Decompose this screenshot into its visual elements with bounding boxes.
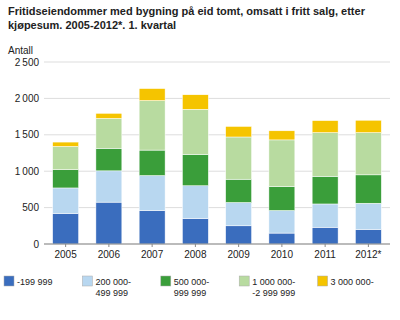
bar-segment <box>312 204 338 227</box>
y-tick-label: 1 000 <box>15 166 40 177</box>
bar-segment <box>182 95 208 110</box>
bar-segment <box>355 203 381 229</box>
bar-segment <box>312 227 338 244</box>
bar-segment <box>182 219 208 244</box>
bar-segment <box>226 126 252 137</box>
y-tick-label: 500 <box>22 202 39 213</box>
x-tick <box>108 244 109 247</box>
legend-label: 500 000-999 999 <box>174 277 210 298</box>
bar-segment <box>355 120 381 132</box>
bar-segment <box>312 176 338 204</box>
bar-segment <box>53 188 79 213</box>
bar-segment <box>226 203 252 226</box>
x-tick <box>368 244 369 247</box>
x-axis: 2005 2006 2007 2008 2009 2010 2011 2012* <box>44 244 390 260</box>
legend-label: 200 000-499 999 <box>95 277 131 298</box>
bar-segment <box>182 109 208 154</box>
y-axis-label: Antall <box>8 45 33 56</box>
x-tick-label: 2008 <box>184 249 207 260</box>
bars <box>53 89 382 244</box>
x-tick <box>281 244 282 247</box>
x-tick <box>325 244 326 247</box>
legend-label-line: 999 999 <box>174 288 207 298</box>
legend-label: -199 999 <box>17 277 53 287</box>
x-tick-label: 2010 <box>271 249 294 260</box>
x-tick-label: 2012* <box>355 249 381 260</box>
bar-segment <box>139 176 165 211</box>
bar-segment <box>139 150 165 175</box>
bar-segment <box>226 226 252 244</box>
bar-segment <box>182 186 208 219</box>
bar-segment <box>226 179 252 202</box>
title-line: Fritidseiendommer med bygning på eid tom… <box>8 5 366 17</box>
x-tick <box>238 244 239 247</box>
legend-label-line: 200 000- <box>95 277 131 287</box>
bar-segment <box>226 137 252 179</box>
legend-swatch <box>318 276 328 286</box>
chart: Fritidseiendommer med bygning på eid tom… <box>0 0 400 320</box>
bar-segment <box>269 131 295 140</box>
bar-segment <box>269 186 295 210</box>
title-line: kjøpesum. 2005-2012*. 1. kvartal <box>8 19 176 31</box>
title: Fritidseiendommer med bygning på eid tom… <box>8 5 366 31</box>
x-tick <box>65 244 66 247</box>
x-tick-label: 2006 <box>98 249 121 260</box>
legend-swatch <box>4 276 14 286</box>
grid-line <box>44 98 390 99</box>
bar-segment <box>53 142 79 146</box>
y-axis: 0 500 1 000 1 500 2 000 2 500 <box>15 57 390 250</box>
bar-segment <box>53 170 79 188</box>
bar-segment <box>312 121 338 133</box>
legend-label-line: 1 000 000- <box>252 277 295 287</box>
bar-segment <box>96 113 122 118</box>
legend: -199 999 200 000-499 999 500 000-999 999 1 … <box>4 276 374 298</box>
bar-segment <box>269 233 295 244</box>
legend-label: 3 000 000- <box>331 277 374 287</box>
bar-segment <box>139 89 165 101</box>
bar-segment <box>182 154 208 185</box>
legend-label-line: 500 000- <box>174 277 210 287</box>
legend-label: 1 000 000--2 999 999 <box>252 277 295 298</box>
y-tick-label: 2 500 <box>15 57 40 68</box>
bar-segment <box>96 202 122 244</box>
legend-label-line: -2 999 999 <box>252 288 295 298</box>
x-tick-label: 2011 <box>314 249 336 260</box>
legend-swatch <box>239 276 249 286</box>
bar-segment <box>312 133 338 177</box>
bar-segment <box>139 101 165 151</box>
grid-line <box>44 244 390 245</box>
legend-swatch <box>82 276 92 286</box>
legend-swatch <box>161 276 171 286</box>
y-tick-label: 2 000 <box>15 93 40 104</box>
legend-label-line: 3 000 000- <box>331 277 374 287</box>
x-tick-label: 2007 <box>141 249 164 260</box>
bar-segment <box>96 148 122 171</box>
grid-line <box>44 62 390 63</box>
bar-segment <box>269 211 295 234</box>
bar-segment <box>53 146 79 169</box>
x-tick <box>152 244 153 247</box>
bar-segment <box>139 211 165 244</box>
x-axis-line <box>44 244 390 245</box>
legend-label-line: 499 999 <box>95 288 128 298</box>
y-tick-label: 0 <box>33 239 39 250</box>
bar-segment <box>53 213 79 244</box>
bar-segment <box>355 229 381 244</box>
x-tick-label: 2009 <box>228 249 251 260</box>
legend-label-line: -199 999 <box>17 277 53 287</box>
bar-segment <box>96 118 122 148</box>
bar-segment <box>96 171 122 202</box>
bar-segment <box>355 133 381 175</box>
y-tick-label: 1 500 <box>15 129 40 140</box>
x-tick-label: 2005 <box>55 249 78 260</box>
bar-segment <box>269 140 295 187</box>
x-tick <box>195 244 196 247</box>
bar-segment <box>355 175 381 203</box>
